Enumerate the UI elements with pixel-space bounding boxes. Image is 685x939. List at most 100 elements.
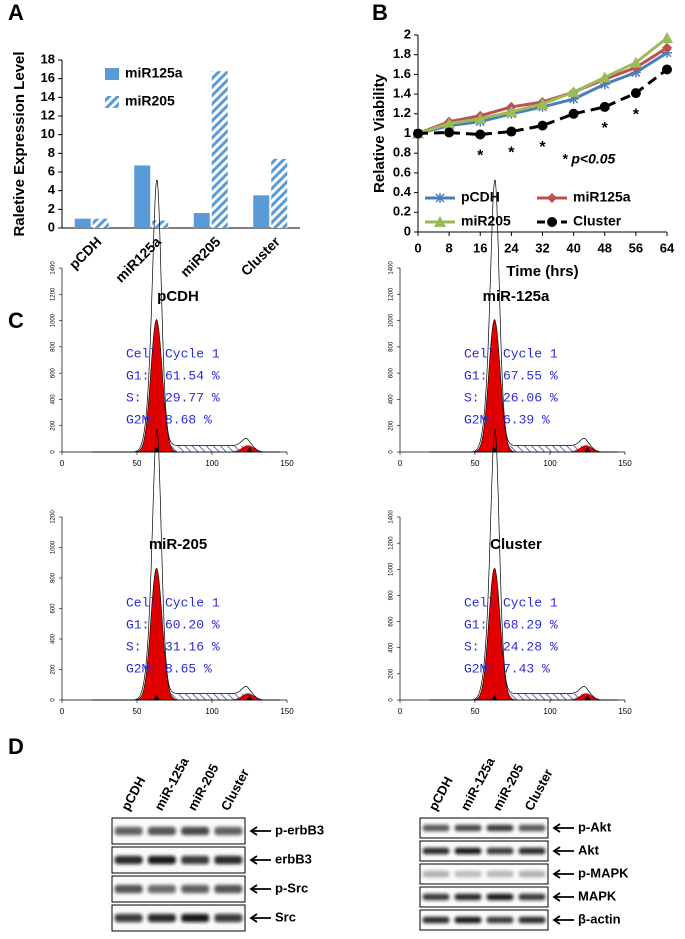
- band: [518, 916, 546, 924]
- cell-cycle-stat: G2M: 7.43 %: [464, 661, 550, 676]
- cell-cycle-stat: S: 26.06 %: [464, 390, 558, 405]
- x-tick-label: 56: [629, 240, 643, 255]
- y-tick-label: 14: [41, 89, 56, 104]
- cell-cycle-stat: G2M: 8.65 %: [126, 661, 212, 676]
- x-tick-label: 150: [618, 459, 632, 468]
- band: [454, 847, 482, 855]
- y-tick-label: 1.8: [393, 46, 411, 61]
- arrow: [552, 846, 574, 856]
- band: [114, 884, 143, 894]
- x-tick-label: 24: [504, 240, 519, 255]
- band-label: β-actin: [578, 911, 621, 926]
- legend-label: miR205: [461, 213, 511, 229]
- y-tick-label: 1: [404, 125, 411, 140]
- point: [474, 112, 487, 124]
- y-tick-label: 12: [41, 107, 55, 122]
- cell-cycle-stat: S: 29.77 %: [126, 390, 220, 405]
- x-tick-label: 48: [598, 240, 612, 255]
- arrow: [249, 855, 271, 865]
- histogram-title: miR-205: [149, 536, 207, 553]
- band-label: erbB3: [275, 851, 312, 866]
- line: [417, 68, 668, 136]
- band: [181, 884, 210, 894]
- bar: [253, 195, 270, 228]
- point: [598, 71, 611, 83]
- x-tick-label: pCDH: [66, 233, 105, 272]
- annotation: *: [602, 120, 609, 137]
- cell-cycle-stat: G2M: 6.39 %: [464, 412, 550, 427]
- panel-label: C: [8, 308, 24, 333]
- legend-swatch: [105, 68, 119, 80]
- peak-marker: [246, 447, 253, 452]
- band-label: Src: [275, 909, 296, 924]
- point: [567, 86, 580, 98]
- histogram-title: Cluster: [490, 536, 542, 553]
- arrow: [552, 915, 574, 925]
- annotation: *: [633, 106, 640, 123]
- annotation: *: [477, 148, 484, 165]
- band-label: p-Akt: [578, 819, 612, 834]
- y-tick-label: 800: [389, 590, 395, 601]
- peak-marker: [491, 695, 498, 700]
- y-tick-label: 200: [389, 668, 395, 679]
- x-tick-label: 100: [205, 459, 219, 468]
- x-tick-label: miR125a: [112, 233, 164, 285]
- band: [422, 916, 450, 924]
- x-tick-label: 50: [471, 459, 480, 468]
- band: [422, 847, 450, 855]
- band: [181, 826, 210, 836]
- cell-cycle-stat: S: 31.16 %: [126, 639, 220, 654]
- y-tick-label: 400: [51, 633, 57, 644]
- cell-cycle-stat: G2M: 8.68 %: [126, 412, 212, 427]
- point: [434, 216, 446, 227]
- g1-area: [92, 318, 280, 453]
- band: [518, 824, 546, 832]
- band: [147, 913, 176, 923]
- y-tick-label: 1000: [389, 562, 395, 576]
- point: [537, 120, 548, 131]
- cell-cycle-stat: Cell Cycle 1: [464, 595, 558, 610]
- point: [568, 108, 579, 119]
- bar: [211, 71, 228, 228]
- x-tick-label: 50: [133, 459, 142, 468]
- y-tick-label: 600: [51, 367, 57, 378]
- y-tick-label: 400: [389, 642, 395, 653]
- band: [214, 913, 243, 923]
- y-tick-label: 0.8: [393, 145, 411, 160]
- y-tick-label: 0: [51, 450, 57, 454]
- annotation: *: [508, 145, 515, 162]
- panel-label: A: [8, 0, 24, 25]
- x-tick-label: 0: [60, 459, 65, 468]
- point: [506, 126, 517, 137]
- y-tick-label: 1000: [51, 313, 57, 327]
- panel-label: B: [372, 0, 388, 25]
- y-tick-label: 600: [389, 367, 395, 378]
- y-tick-label: 0.2: [393, 204, 411, 219]
- band-label: p-erbB3: [275, 822, 324, 837]
- panel-label: D: [8, 734, 24, 759]
- y-tick-label: 1400: [51, 261, 57, 275]
- band: [181, 855, 210, 865]
- histogram-outline: [430, 179, 618, 453]
- y-tick-label: 800: [389, 341, 395, 352]
- point: [547, 193, 557, 203]
- x-tick-label: 0: [398, 707, 403, 716]
- point: [505, 105, 518, 117]
- hatch-area: [92, 693, 280, 700]
- band: [518, 893, 546, 901]
- x-tick-label: 50: [133, 707, 142, 716]
- band: [518, 870, 546, 878]
- x-tick-label: 0: [414, 240, 421, 255]
- band: [147, 855, 176, 865]
- lane-label: miR-205: [185, 761, 222, 813]
- point: [629, 56, 642, 68]
- arrow: [552, 892, 574, 902]
- histogram-outline: [92, 429, 280, 701]
- note: * p<0.05: [562, 151, 616, 167]
- g1-area: [430, 318, 618, 453]
- x-tick-label: 50: [471, 707, 480, 716]
- annotation: *: [539, 139, 546, 156]
- point: [413, 128, 423, 139]
- bar: [74, 218, 91, 228]
